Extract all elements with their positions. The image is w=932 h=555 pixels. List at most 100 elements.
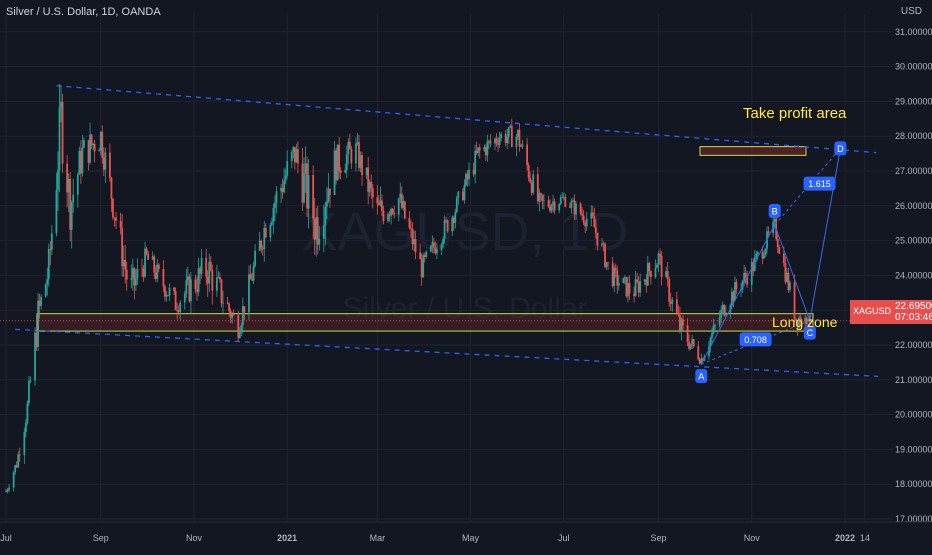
candle-body [168, 287, 171, 296]
candle-body [625, 277, 628, 297]
candle-body [231, 314, 234, 318]
candle-body [506, 136, 509, 143]
candle-body [174, 291, 177, 310]
candle-body [145, 248, 148, 254]
candle-body [675, 299, 678, 314]
candle-body [185, 280, 188, 294]
candle-body [361, 155, 363, 176]
candle-body [130, 278, 133, 280]
candle-body [307, 175, 310, 209]
candle-body [333, 150, 336, 196]
candle-body [37, 300, 39, 347]
candle-body [188, 276, 191, 302]
candle-body [529, 177, 532, 183]
candle-body [617, 283, 620, 286]
point-label-d: D [837, 144, 844, 154]
y-tick-label: 17.00000 [895, 514, 932, 524]
candle-body [659, 253, 661, 256]
candle-body [446, 220, 449, 232]
candle-body [532, 174, 535, 193]
candle-body [173, 287, 175, 292]
candle-body [402, 201, 405, 209]
candle-body [14, 465, 17, 473]
candle-body [315, 217, 318, 240]
candle-body [573, 200, 576, 215]
candle-body [634, 279, 637, 297]
candle-body [324, 206, 327, 226]
candle-body [134, 278, 137, 286]
candle-body [76, 174, 79, 195]
ratio-label-ac: 0.708 [744, 335, 767, 345]
candle-body [217, 277, 220, 278]
candle-body [290, 151, 293, 162]
candle-body [219, 277, 221, 280]
candle-body [251, 279, 253, 281]
candle-body [420, 259, 423, 278]
candle-body [179, 302, 182, 313]
chart-title: Silver / U.S. Dollar, 1D, OANDA [6, 6, 161, 18]
candle-body [98, 150, 101, 152]
candle-body [636, 279, 639, 282]
candle-body [322, 225, 325, 239]
candle-body [582, 215, 585, 223]
take-profit-label: Take profit area [743, 105, 847, 122]
candle-body [517, 129, 519, 137]
candle-body [403, 201, 406, 218]
candle-body [381, 200, 383, 211]
candle-body [260, 240, 263, 249]
candle-body [28, 381, 30, 404]
candle-body [761, 252, 764, 259]
candle-body [46, 279, 49, 285]
candle-body [211, 270, 214, 291]
candle-body [628, 283, 631, 294]
candle-body [776, 238, 779, 248]
candle-body [313, 218, 316, 240]
candle-body [344, 169, 347, 173]
point-label-bg [834, 141, 847, 156]
candle-body [359, 155, 362, 168]
candle-body [109, 152, 111, 178]
candle-body [154, 272, 157, 279]
candle-body [370, 181, 373, 189]
candle-body [440, 244, 443, 250]
candle-body [164, 286, 166, 297]
candle-body [549, 206, 551, 211]
candle-body [38, 300, 41, 306]
candle-body [504, 133, 507, 143]
candle-body [47, 249, 50, 280]
candle-body [552, 201, 554, 206]
candle-body [414, 239, 417, 253]
candle-body [339, 170, 342, 173]
candle-body [423, 255, 426, 257]
channel-trendline [56, 85, 877, 154]
candle-body [356, 142, 359, 144]
candle-body [157, 264, 160, 270]
price-axis [893, 0, 932, 550]
candle-body [197, 268, 200, 292]
candle-body [335, 150, 337, 181]
candle-body [477, 147, 480, 154]
candle-body [782, 253, 785, 264]
candle-body [784, 263, 787, 282]
candle-body [87, 140, 90, 163]
candle-body [102, 157, 105, 170]
candle-body [614, 267, 617, 271]
candle-body [26, 403, 29, 424]
candle-body [110, 177, 113, 200]
candle-body [186, 276, 189, 281]
candle-body [222, 302, 224, 304]
candle-body [271, 222, 273, 225]
candle-body [561, 197, 564, 199]
candle-body [347, 141, 350, 155]
candle-body [241, 306, 244, 326]
candle-body [390, 208, 392, 216]
candle-body [764, 248, 767, 256]
candle-body [550, 205, 553, 211]
y-tick-label: 19.00000 [895, 444, 932, 454]
point-label-bg [695, 369, 708, 384]
candle-body [474, 150, 477, 175]
candle-body [303, 173, 305, 203]
candle-body [454, 212, 457, 224]
